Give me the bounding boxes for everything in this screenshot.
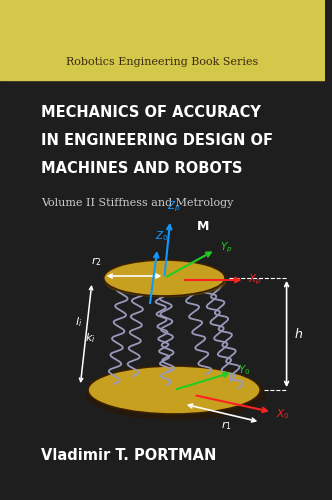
Text: $r_1$: $r_1$ (220, 419, 231, 432)
Bar (0, 0, 325, 80)
Text: $Z_p$: $Z_p$ (167, 200, 181, 214)
Ellipse shape (88, 366, 260, 414)
Text: $Y_0$: $Y_0$ (238, 363, 250, 377)
Text: Robotics Engineering Book Series: Robotics Engineering Book Series (66, 57, 259, 67)
Text: M: M (197, 220, 209, 232)
Text: IN ENGINEERING DESIGN OF: IN ENGINEERING DESIGN OF (41, 133, 273, 148)
Text: $X_p$: $X_p$ (248, 273, 262, 287)
Text: MECHANICS OF ACCURACY: MECHANICS OF ACCURACY (41, 105, 261, 120)
Ellipse shape (86, 368, 266, 420)
Text: MACHINES AND ROBOTS: MACHINES AND ROBOTS (41, 161, 243, 176)
Text: Vladimir T. PORTMAN: Vladimir T. PORTMAN (41, 448, 216, 463)
Text: h: h (294, 328, 302, 340)
Ellipse shape (105, 266, 226, 298)
Text: $k_i$: $k_i$ (85, 331, 95, 345)
Text: $l_i$: $l_i$ (75, 315, 82, 329)
Text: $r_2$: $r_2$ (91, 255, 102, 268)
Text: $Y_p$: $Y_p$ (220, 241, 233, 255)
Text: $Z_0$: $Z_0$ (155, 229, 168, 243)
Text: Volume II Stiffness and Metrology: Volume II Stiffness and Metrology (41, 198, 233, 208)
Text: $X_0$: $X_0$ (276, 407, 290, 421)
Ellipse shape (104, 260, 225, 296)
